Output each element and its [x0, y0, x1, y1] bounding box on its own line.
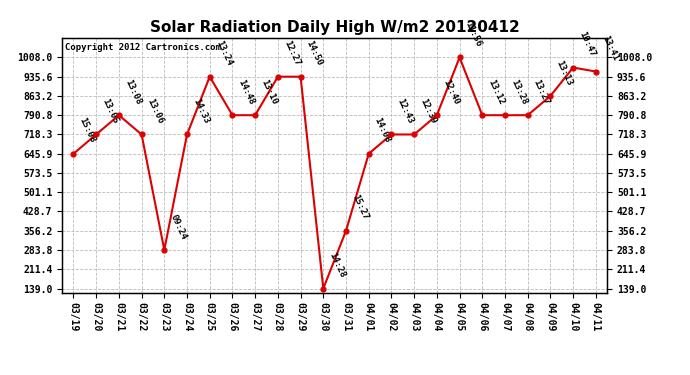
Point: [68, 151, 79, 157]
Point: [522, 112, 533, 118]
Text: 13:24: 13:24: [214, 39, 233, 68]
Text: 13:08: 13:08: [123, 78, 142, 106]
Text: 15:08: 15:08: [77, 116, 97, 144]
Text: 14:08: 14:08: [373, 116, 393, 144]
Text: 13:27: 13:27: [532, 78, 551, 106]
Point: [340, 228, 351, 234]
Text: 14:28: 14:28: [327, 251, 347, 279]
Point: [363, 151, 374, 157]
Point: [113, 112, 124, 118]
Text: 09:24: 09:24: [168, 213, 188, 241]
Point: [204, 74, 215, 80]
Text: 12:40: 12:40: [441, 78, 460, 106]
Text: 14:50: 14:50: [305, 39, 324, 68]
Point: [500, 112, 511, 118]
Text: 12:27: 12:27: [282, 39, 302, 68]
Point: [136, 132, 147, 138]
Point: [159, 247, 170, 253]
Text: 10:47: 10:47: [578, 30, 597, 58]
Point: [477, 112, 488, 118]
Point: [227, 112, 238, 118]
Point: [431, 112, 442, 118]
Point: [318, 285, 329, 291]
Text: 13:41: 13:41: [600, 34, 620, 62]
Point: [408, 132, 420, 138]
Point: [591, 69, 602, 75]
Point: [90, 132, 101, 138]
Point: [273, 74, 284, 80]
Text: Copyright 2012 Cartronics.com: Copyright 2012 Cartronics.com: [65, 43, 221, 52]
Text: 13:06: 13:06: [146, 97, 165, 125]
Text: 14:33: 14:33: [191, 97, 210, 125]
Text: 13:12: 13:12: [486, 78, 506, 106]
Text: 12:43: 12:43: [395, 97, 415, 125]
Title: Solar Radiation Daily High W/m2 20120412: Solar Radiation Daily High W/m2 20120412: [150, 20, 520, 35]
Text: 13:13: 13:13: [555, 58, 574, 87]
Point: [181, 132, 193, 138]
Text: 13:05: 13:05: [100, 97, 120, 125]
Point: [250, 112, 261, 118]
Point: [386, 132, 397, 138]
Text: 14:48: 14:48: [237, 78, 256, 106]
Text: 11:56: 11:56: [464, 20, 483, 48]
Text: 15:27: 15:27: [350, 194, 370, 222]
Point: [568, 64, 579, 70]
Point: [454, 54, 465, 60]
Point: [295, 74, 306, 80]
Point: [545, 93, 556, 99]
Text: 13:10: 13:10: [259, 78, 279, 106]
Text: 13:28: 13:28: [509, 78, 529, 106]
Text: 12:39: 12:39: [418, 97, 437, 125]
